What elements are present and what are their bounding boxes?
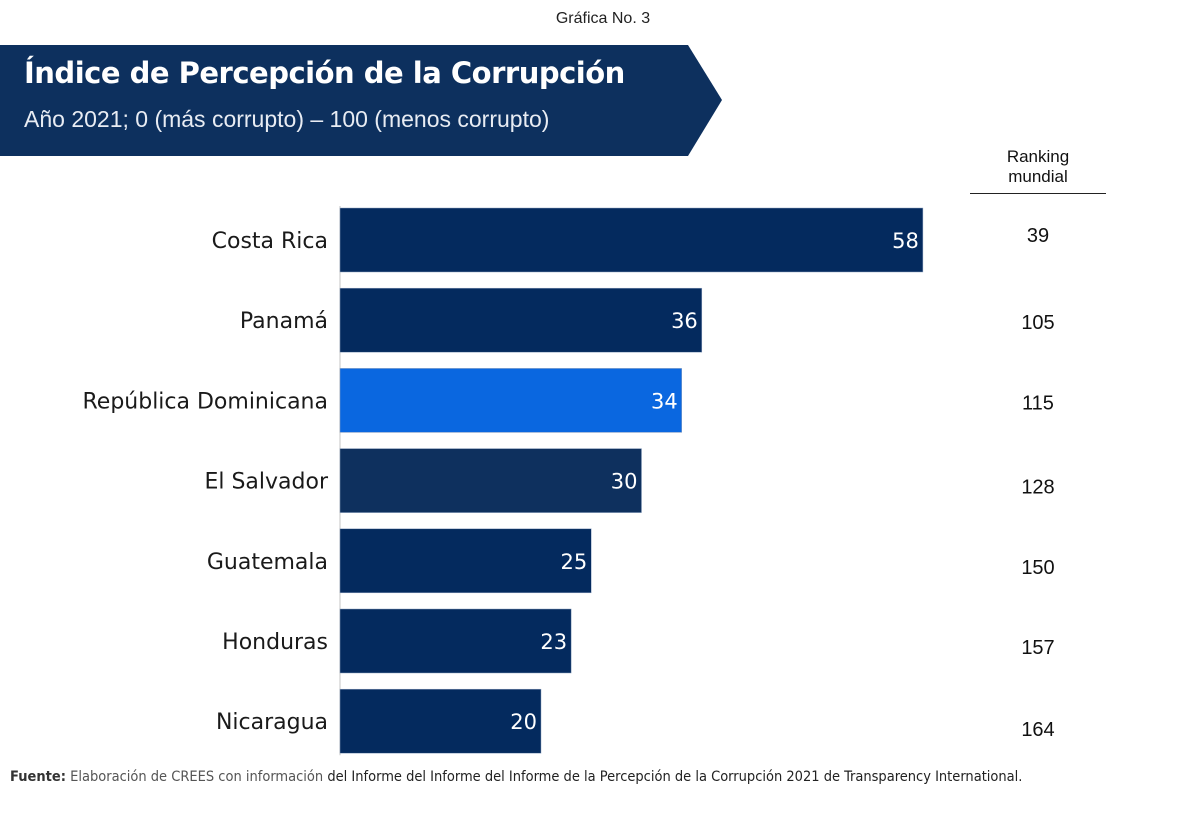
ranking-header-line2: mundial: [1008, 167, 1068, 186]
ranking-value: 105: [1021, 312, 1054, 334]
chart-number: Gráfica No. 3: [555, 10, 651, 27]
data-label: 58: [892, 229, 919, 253]
banner-shape: [0, 45, 722, 156]
chart-subtitle: Año 2021; 0 (más corrupto) – 100 (menos …: [24, 106, 550, 132]
bar-4: [339, 528, 592, 594]
ranking-value: 128: [1021, 477, 1054, 499]
title-banner: [0, 45, 722, 156]
data-label: 34: [651, 389, 678, 413]
source-text-part1: Elaboración de CREES con información: [70, 769, 324, 785]
ranking-header-line1: Ranking: [1006, 147, 1070, 166]
ranking-value: 164: [1021, 719, 1054, 741]
category-label: Costa Rica: [212, 229, 328, 254]
bar-5: [339, 608, 572, 674]
category-label: Nicaragua: [216, 710, 328, 735]
bar-chart: Costa Rica 58 39 Panamá 36 105 República Domin…: [82, 206, 1055, 756]
category-label: República Dominicana: [82, 389, 328, 414]
data-label: 30: [611, 470, 638, 494]
ranking-value: 157: [1021, 637, 1054, 659]
bar-6: [339, 688, 542, 754]
data-label: 36: [671, 309, 698, 333]
ranking-value: 39: [1027, 225, 1049, 247]
data-label: 20: [510, 710, 537, 734]
data-label: 25: [561, 550, 588, 574]
category-label: Honduras: [222, 630, 328, 655]
bar-2: [339, 368, 682, 433]
category-label: Panamá: [240, 309, 328, 334]
ranking-header: Ranking mundial: [970, 147, 1106, 194]
source-text-part2: del Informe del Informe del Informe de l…: [327, 769, 1023, 785]
data-label: 23: [540, 630, 567, 654]
chart-title: Índice de Percepción de la Corrupción: [24, 56, 625, 90]
ranking-value: 115: [1022, 392, 1054, 414]
category-label: Guatemala: [207, 550, 328, 575]
bar-0: [339, 207, 924, 273]
source-note: Fuente: Elaboración de CREES con informa…: [10, 766, 1130, 789]
source-label: Fuente:: [10, 769, 66, 785]
category-label: El Salvador: [204, 470, 328, 495]
bar-1: [339, 287, 703, 353]
bar-3: [339, 448, 642, 513]
ranking-value: 150: [1021, 557, 1054, 579]
